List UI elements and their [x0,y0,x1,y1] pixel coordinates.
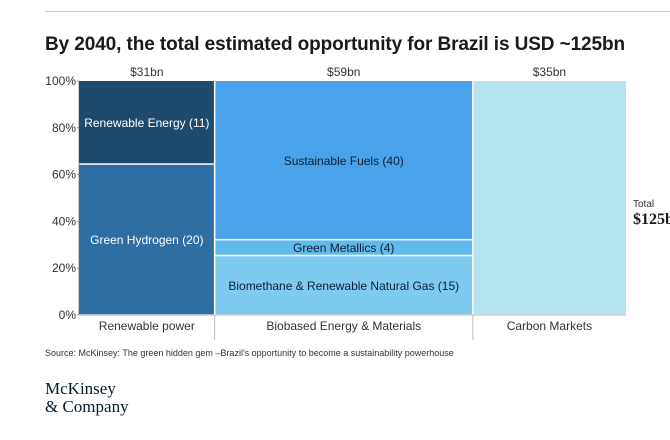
segment-renewable-energy-11 [79,81,214,164]
segment-label-sustainable-fuels-40: Sustainable Fuels (40) [284,154,404,168]
segment-green-hydrogen-20 [79,164,214,315]
column-total-carbon-markets: $35bn [533,65,566,79]
logo-line-2: & Company [45,397,129,416]
y-tick-40: 40% [52,214,76,228]
segment-label-green-metallics-4: Green Metallics (4) [293,241,394,255]
y-tick-0: 0% [59,308,77,322]
column-total-renewable-power: $31bn [130,65,163,79]
total-label: Total [633,199,654,210]
chart-title: By 2040, the total estimated opportunity… [45,34,625,55]
segment-biomethane-renewable-natural-gas-15 [215,256,473,315]
y-tick-80: 80% [52,121,76,135]
y-tick-100: 100% [45,74,76,88]
segment-carbon-markets [473,81,626,315]
source-note: Source: McKinsey: The green hidden gem –… [45,348,454,358]
chart-layer: 0% 20% 40% 60% 80% 100% $31bn Green Hydrogen (2… [45,65,670,340]
y-tick-20: 20% [52,261,76,275]
segment-label-renewable-energy-11: Renewable Energy (11) [84,116,209,130]
segment-green-metallics-4 [215,240,473,255]
y-tick-60: 60% [52,168,76,182]
segment-sustainable-fuels-40 [215,81,473,239]
top-divider [45,11,670,12]
column-total-biobased-energy-materials: $59bn [327,65,360,79]
logo-line-1: McKinsey [45,379,116,398]
segment-label-biomethane-renewable-natural-gas-15: Biomethane & Renewable Natural Gas (15) [228,279,459,293]
segment-label-green-hydrogen-20: Green Hydrogen (20) [90,233,203,247]
category-label-biobased-energy-materials: Biobased Energy & Materials [266,319,421,333]
mckinsey-logo: McKinsey & Company [45,380,129,416]
marimekko-chart: 0% 20% 40% 60% 80% 100% $31bn Green Hydrogen (2… [45,65,670,340]
total-value: $125bn [633,211,670,228]
category-label-renewable-power: Renewable power [99,319,195,333]
category-label-carbon-markets: Carbon Markets [507,319,592,333]
